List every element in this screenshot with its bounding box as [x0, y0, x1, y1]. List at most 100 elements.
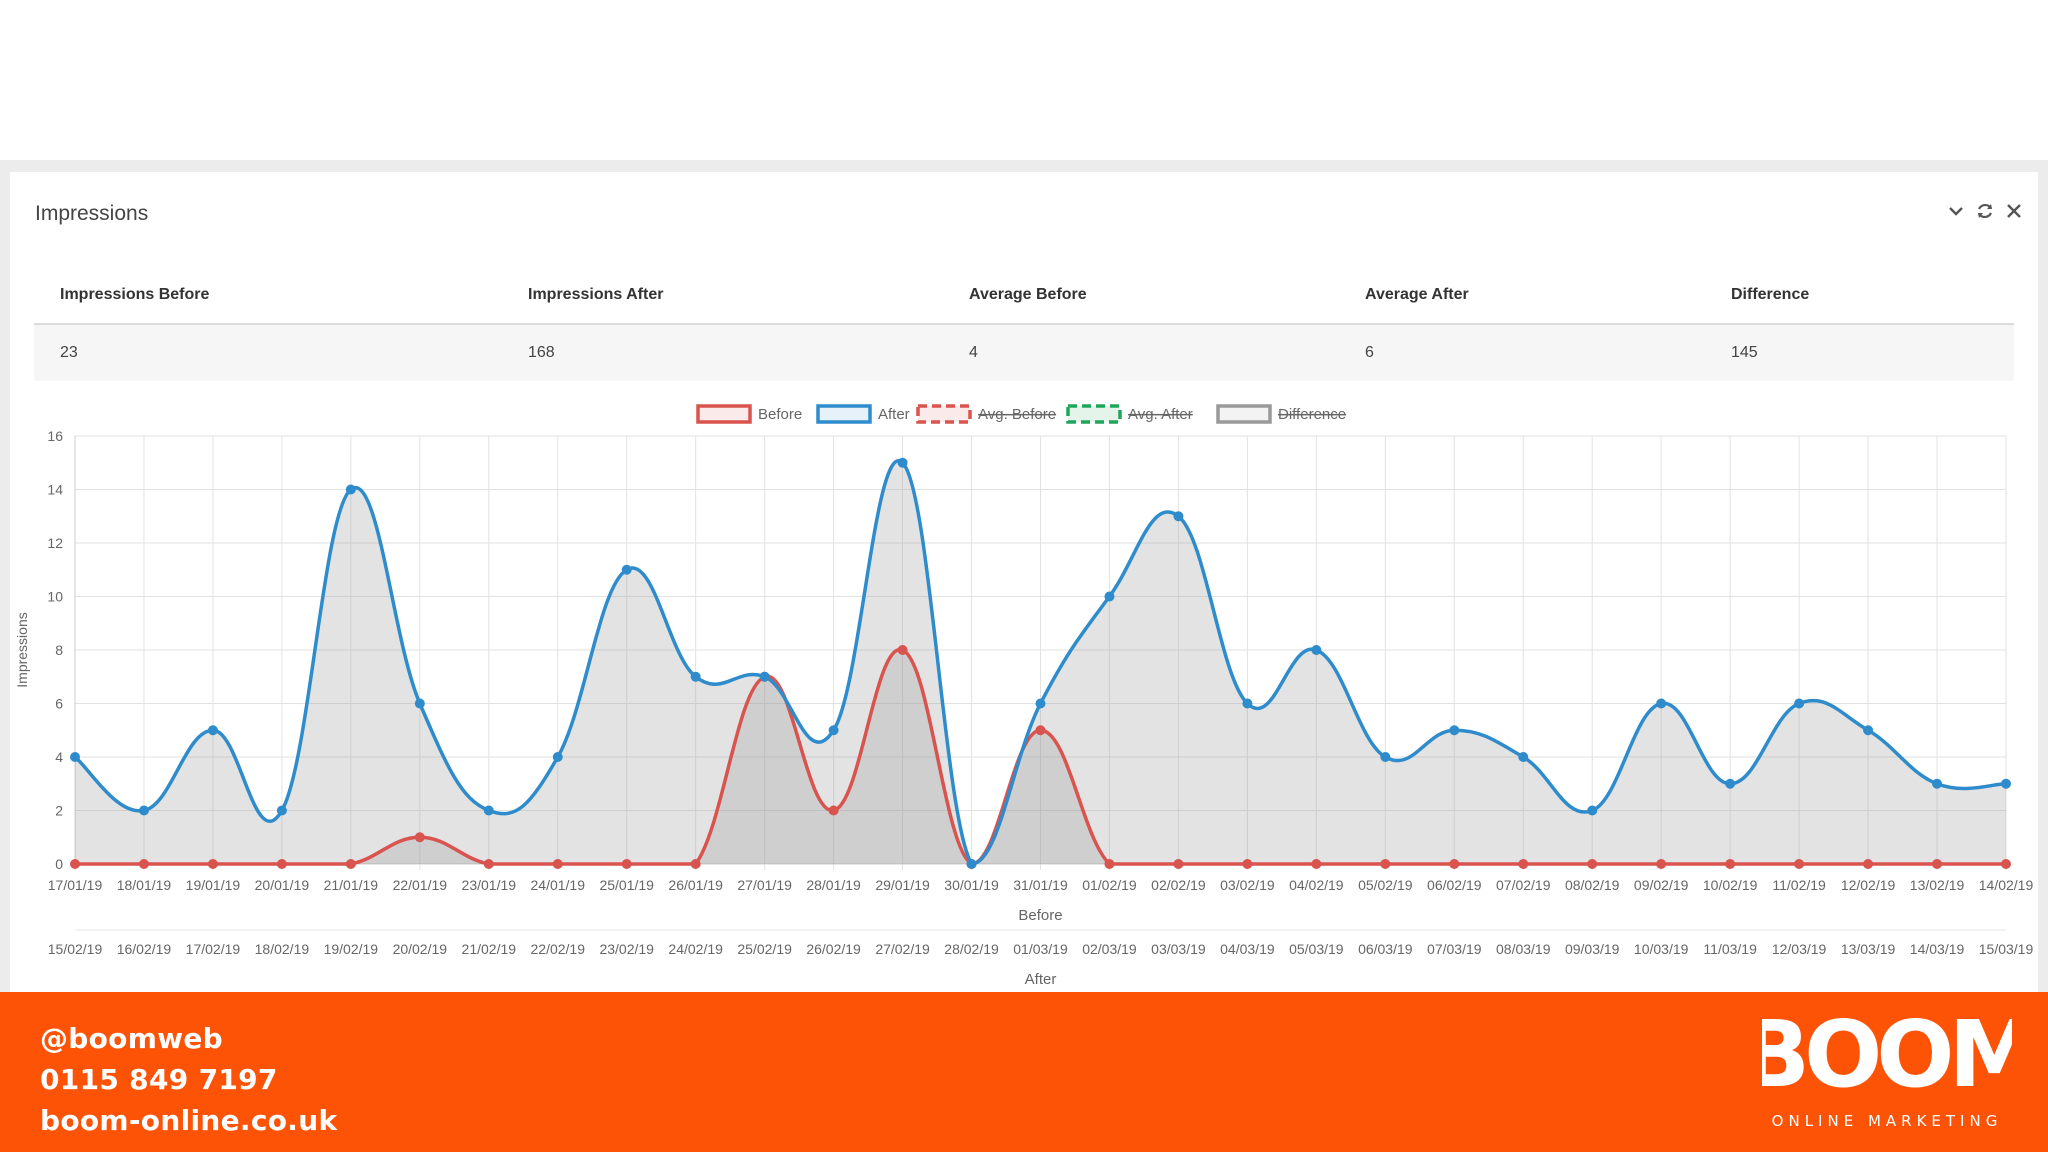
x-tick-label-before: 23/01/19 — [462, 877, 517, 893]
after-data-point — [966, 859, 977, 869]
before-data-point — [1449, 859, 1460, 869]
before-data-point — [483, 859, 494, 869]
legend-label-4: Difference — [1278, 406, 1346, 423]
legend-label-3: Avg. After — [1128, 406, 1193, 423]
x-tick-label-before: 17/01/19 — [48, 877, 103, 893]
y-tick-label: 4 — [55, 749, 63, 765]
x-tick-label-before: 07/02/19 — [1496, 877, 1551, 893]
after-data-point — [1518, 752, 1529, 762]
website-link[interactable]: boom-online.co.uk — [40, 1104, 338, 1137]
x-tick-label-before: 27/01/19 — [737, 877, 792, 893]
before-data-point — [1794, 859, 1805, 869]
before-data-point — [1035, 725, 1046, 736]
legend-swatch-1[interactable] — [816, 404, 872, 424]
x-tick-label-before: 11/02/19 — [1772, 877, 1826, 893]
panel-title: Impressions — [35, 202, 149, 225]
x-tick-label-before: 04/02/19 — [1289, 877, 1344, 893]
x-tick-label-after: 03/03/19 — [1151, 941, 1206, 957]
before-data-point — [1587, 859, 1598, 869]
value-difference: 145 — [1705, 324, 2014, 381]
legend-label-1: After — [878, 406, 910, 423]
x-tick-label-after: 25/02/19 — [737, 941, 792, 957]
x-tick-label-after: 07/03/19 — [1427, 941, 1482, 957]
top-whitespace — [0, 0, 2048, 160]
after-data-point — [483, 805, 494, 816]
x-tick-label-before: 28/01/19 — [806, 877, 861, 893]
before-data-point — [621, 859, 632, 869]
after-data-point — [1449, 725, 1460, 736]
after-series-line — [73, 459, 2007, 866]
after-data-point — [70, 752, 80, 762]
after-data-point — [897, 457, 908, 468]
after-data-point — [1725, 778, 1736, 789]
x-tick-label-before: 22/01/19 — [393, 877, 448, 893]
legend-swatch-3[interactable] — [1066, 404, 1122, 424]
value-average-before: 4 — [943, 324, 1339, 381]
x-tick-label-before: 10/02/19 — [1703, 877, 1758, 893]
header-impressions-after: Impressions After — [502, 267, 943, 325]
x-tick-label-after: 24/02/19 — [668, 941, 723, 957]
after-data-point — [1656, 698, 1667, 709]
footer-banner: @boomweb 0115 849 7197 boom-online.co.uk — [0, 992, 2048, 1152]
after-data-point — [1242, 698, 1253, 709]
x-tick-label-before: 29/01/19 — [875, 877, 930, 893]
y-axis-title: Impressions — [14, 612, 30, 687]
after-data-point — [2001, 778, 2011, 789]
x-tick-label-before: 26/01/19 — [668, 877, 723, 893]
legend-label-0: Before — [758, 406, 802, 423]
before-data-point — [1173, 859, 1184, 869]
y-tick-label: 14 — [47, 482, 63, 498]
y-tick-label: 16 — [47, 428, 63, 444]
before-data-point — [70, 859, 80, 869]
x-axis-title-after: After — [1025, 971, 1057, 988]
x-tick-label-after: 26/02/19 — [806, 941, 861, 957]
before-data-point — [690, 859, 701, 869]
before-data-point — [897, 645, 908, 655]
legend-swatch-0[interactable] — [696, 404, 752, 424]
after-data-point — [1863, 725, 1874, 736]
value-average-after: 6 — [1339, 324, 1705, 381]
header-average-after: Average After — [1339, 267, 1705, 325]
x-tick-label-after: 20/02/19 — [393, 941, 448, 957]
value-impressions-before: 23 — [34, 324, 502, 381]
legend-swatch-2[interactable] — [916, 404, 972, 424]
x-tick-label-after: 17/02/19 — [186, 941, 241, 957]
header-difference: Difference — [1705, 267, 2014, 325]
x-tick-label-before: 19/01/19 — [186, 877, 241, 893]
before-data-point — [207, 859, 218, 869]
chevron-down-icon[interactable] — [1945, 200, 1967, 222]
x-tick-label-after: 16/02/19 — [117, 941, 172, 957]
x-tick-label-before: 18/01/19 — [117, 877, 172, 893]
x-tick-label-after: 22/02/19 — [531, 941, 586, 957]
y-tick-label: 2 — [55, 803, 63, 819]
before-data-point — [1104, 859, 1115, 869]
logo-text: BOOM — [1762, 1008, 2012, 1108]
x-tick-label-before: 08/02/19 — [1565, 877, 1620, 893]
close-icon[interactable] — [2003, 200, 2025, 222]
x-tick-label-after: 01/03/19 — [1013, 941, 1068, 957]
y-tick-label: 10 — [47, 589, 63, 605]
refresh-icon[interactable] — [1974, 200, 1996, 222]
after-area-fill — [75, 460, 2006, 864]
legend-swatch-4[interactable] — [1216, 404, 1272, 424]
before-data-point — [828, 805, 839, 816]
before-area-fill — [75, 649, 2006, 864]
x-tick-label-after: 04/03/19 — [1220, 941, 1275, 957]
x-tick-label-before: 13/02/19 — [1910, 877, 1965, 893]
header-impressions-before: Impressions Before — [34, 267, 502, 325]
before-data-point — [1932, 859, 1943, 869]
y-tick-label: 6 — [55, 696, 63, 712]
header-average-before: Average Before — [943, 267, 1339, 325]
x-tick-label-before: 12/02/19 — [1841, 877, 1896, 893]
x-tick-label-before: 25/01/19 — [599, 877, 654, 893]
twitter-handle: @boomweb — [40, 1022, 223, 1055]
x-tick-label-before: 24/01/19 — [531, 877, 586, 893]
x-tick-label-after: 09/03/19 — [1565, 941, 1620, 957]
after-data-point — [828, 725, 839, 736]
x-tick-label-after: 23/02/19 — [599, 941, 654, 957]
after-data-point — [552, 752, 563, 762]
after-data-point — [1587, 805, 1598, 816]
x-tick-label-before: 06/02/19 — [1427, 877, 1482, 893]
x-axis-title-before: Before — [1018, 907, 1062, 924]
after-data-point — [414, 698, 425, 709]
